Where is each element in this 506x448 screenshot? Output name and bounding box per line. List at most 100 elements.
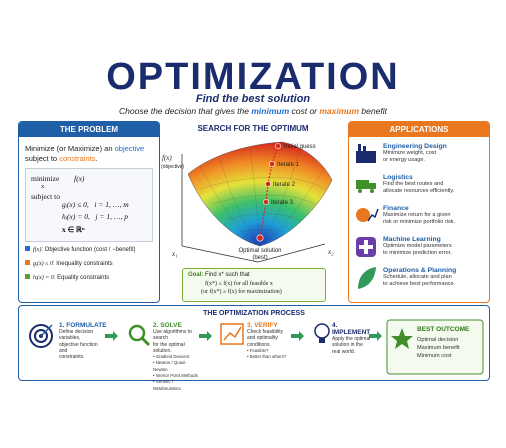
- axis-label: x₁: [171, 250, 178, 258]
- legend-symbol: hⱼ(x) = 0: [33, 275, 54, 281]
- formula-text: x ∈ ℝⁿ: [62, 225, 85, 234]
- legend-text: : Inequality constraints: [52, 261, 113, 267]
- process-title: THE OPTIMIZATION PROCESS: [203, 310, 305, 317]
- title: OPTIMIZATION: [106, 56, 400, 98]
- text: cost or: [289, 106, 320, 116]
- legend-text: : Equality constraints: [53, 275, 110, 281]
- axis: [257, 243, 326, 263]
- outcome-text: Optimal decision: [417, 337, 459, 343]
- point: [269, 161, 275, 167]
- step-text: Define decision variables,: [59, 329, 94, 342]
- text: benefit: [359, 106, 387, 116]
- outcome-text: Maximum benefit: [417, 345, 460, 351]
- text: subject to: [25, 144, 147, 163]
- goal-text: f(x*) ≤ f(x) for all feasible x: [205, 280, 273, 287]
- app-item: Finance Maximize return for a given risk o…: [383, 205, 487, 236]
- axis-label: (objective): [161, 164, 184, 170]
- icon-search: [128, 324, 151, 347]
- highlight: objective: [114, 144, 145, 153]
- bullet: • Feasible?: [247, 347, 269, 353]
- icon-ml: [356, 237, 376, 257]
- point: [263, 199, 269, 205]
- search-title: SEARCH FOR THE OPTIMUM: [197, 124, 309, 133]
- app-title: Finance: [383, 205, 409, 212]
- panel-header: THE PROBLEM: [19, 122, 159, 137]
- bullet: • Newton / Quasi-Newton: [153, 360, 187, 372]
- point-label: (best): [252, 255, 267, 261]
- goal-box: Goal: Find x* such that f(x*) ≤ f(x) for…: [182, 268, 326, 302]
- step-text: real world.: [332, 348, 356, 355]
- point-label: Iterate 2: [273, 182, 296, 188]
- app-title: Operations & Planning: [383, 267, 457, 274]
- legend-item: gᵢ(x) ≤ 0: Inequality constraints: [25, 260, 136, 274]
- step-text: conditions.: [247, 341, 271, 348]
- icon-star: [391, 328, 413, 349]
- highlight: minimum: [251, 106, 290, 116]
- app-title: Engineering Design: [383, 143, 447, 150]
- icon-factory: [356, 144, 376, 163]
- step: 4. IMPLEMENT Apply the optimal solution in…: [332, 322, 372, 355]
- step-title: 2. SOLVE: [153, 322, 182, 329]
- step-text: solution in the: [332, 342, 363, 349]
- point-label: Iterate 1: [277, 162, 300, 168]
- swatch: [25, 274, 30, 279]
- outcome: BEST OUTCOME Optimal decision Maximum bene…: [417, 326, 481, 360]
- text: .: [95, 153, 98, 163]
- point-label: Iterate 3: [271, 200, 294, 206]
- point-label: Optimal solution: [238, 248, 281, 254]
- icon-chart: [220, 323, 244, 345]
- app-text: risk or minimize portfolio risk.: [383, 218, 456, 225]
- axis-label: x₂: [327, 248, 334, 256]
- app-text: Minimize weight, cost: [383, 150, 437, 156]
- app-text: or energy usage.: [383, 156, 425, 163]
- points: [256, 143, 281, 242]
- problem-panel: THE PROBLEM Minimize (or Maximize) an ob…: [18, 121, 160, 303]
- app-text: to minimize prediction error.: [383, 249, 452, 256]
- formula-text: x: [41, 183, 45, 190]
- step-text: and optimality: [247, 335, 278, 342]
- bullet-text: Newton / Quasi-Newton: [153, 360, 187, 372]
- point-label: Initial guess: [284, 144, 316, 150]
- app-item: Engineering Design Minimize weight, cost o…: [383, 143, 487, 174]
- step: 2. SOLVE Use algorithms to search for the …: [153, 322, 201, 392]
- app-text: Find the best routes and: [383, 181, 444, 187]
- swatch: [25, 246, 30, 251]
- goal-label: Goal:: [188, 272, 204, 278]
- applications-panel: APPLICATIONS Engineering Design Minimize …: [348, 121, 490, 303]
- highlight: maximum: [319, 106, 360, 116]
- surface: [187, 141, 333, 247]
- app-text: Schedule, allocate and plan: [383, 274, 452, 280]
- bullet-text: Interior Point Methods: [155, 373, 198, 379]
- bullet-text: Better than others?: [249, 354, 287, 360]
- swatch: [25, 260, 30, 265]
- point: [256, 234, 264, 242]
- process-panel: THE OPTIMIZATION PROCESS 1. FORMULATE Def…: [18, 305, 490, 391]
- legend: f(x): Objective function (cost / −benefi…: [25, 246, 136, 288]
- step: 1. FORMULATE Define decision variables, ob…: [59, 322, 107, 360]
- step-text: Check feasibility: [247, 329, 284, 335]
- outcome-title: BEST OUTCOME: [417, 326, 470, 333]
- legend-item: hⱼ(x) = 0: Equality constraints: [25, 274, 136, 288]
- surface-plot: Initial guess Iterate 1 Iterate 2 Iterat…: [161, 141, 334, 263]
- text: Minimize (or Maximize) an: [25, 144, 115, 153]
- app-item: Operations & Planning Schedule, allocate …: [383, 267, 487, 298]
- axis-label: f(x): [162, 154, 172, 162]
- app-title: Machine Learning: [383, 236, 441, 243]
- intro: Minimize (or Maximize) an objective subj…: [25, 144, 153, 163]
- tagline: Find the best solution: [195, 93, 311, 105]
- formula-text: hⱼ(x) = 0, j = 1, …, p: [62, 212, 129, 221]
- goal-text: Find x* such that: [205, 272, 250, 278]
- step-text: constraints.: [59, 354, 85, 361]
- step-text: Use algorithms to search: [153, 329, 192, 342]
- icon-finance: [356, 208, 379, 222]
- text: Choose the decision that gives the: [119, 106, 252, 116]
- icon-bulb: [314, 323, 330, 343]
- bullet: • Gradient Descent: [153, 354, 190, 360]
- step-text: Apply the optimal: [332, 336, 371, 342]
- legend-symbol: gᵢ(x) ≤ 0: [33, 261, 53, 267]
- app-text: Optimize model parameters: [383, 243, 452, 249]
- formula-text: f(x): [74, 174, 85, 183]
- bullet-text: Genetic / Metaheuristics: [153, 379, 181, 391]
- formula-text: gᵢ(x) ≤ 0, i = 1, …, m: [62, 200, 129, 209]
